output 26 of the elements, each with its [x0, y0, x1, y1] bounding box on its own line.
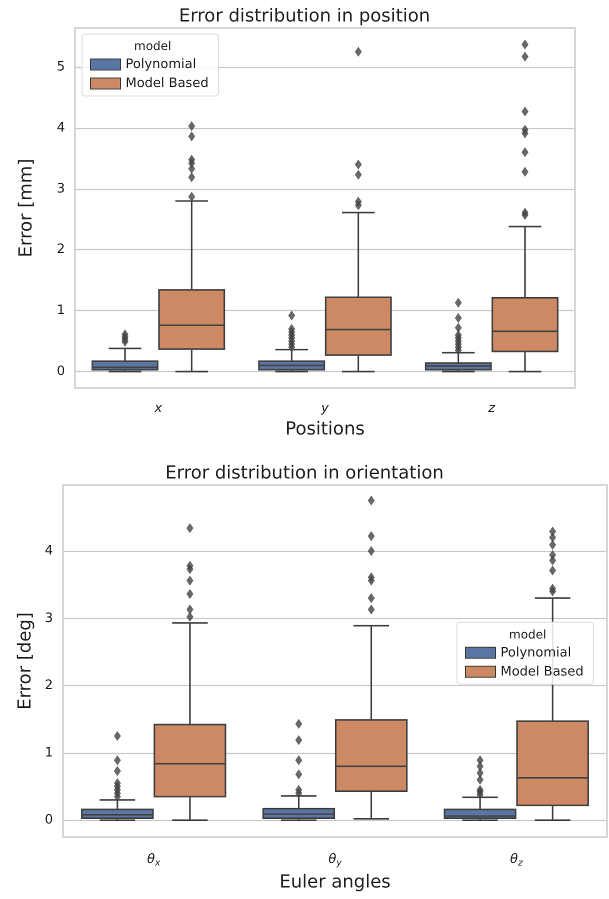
y-tick-label: 4	[44, 542, 53, 558]
x-tick-label: y	[320, 401, 330, 416]
y-axis-title: Error [deg]	[14, 612, 36, 710]
legend-label: Model Based	[126, 76, 209, 91]
y-tick-label: 2	[44, 678, 53, 693]
chart-title: Error distribution in position	[178, 6, 430, 26]
y-tick-label: 3	[44, 610, 53, 626]
y-tick-label: 0	[44, 812, 53, 828]
chart-title: Error distribution in orientation	[165, 462, 444, 483]
y-tick-label: 3	[56, 181, 65, 196]
x-tick-label: x	[153, 401, 162, 416]
x-tick-label: z	[487, 401, 496, 416]
x-axis-title: Positions	[285, 418, 365, 440]
y-tick-label: 1	[44, 744, 53, 760]
legend-label: Polynomial	[500, 644, 572, 660]
y-tick-label: 0	[56, 364, 65, 380]
x-axis-title: Euler angles	[279, 870, 391, 892]
y-tick-label: 1	[56, 303, 65, 318]
y-tick-label: 4	[56, 120, 65, 136]
legend-title: model	[134, 39, 172, 53]
y-tick-label: 2	[56, 242, 65, 258]
legend-title: model	[509, 626, 546, 641]
legend-label: Model Based	[500, 664, 584, 679]
legend-label: Polynomial	[126, 57, 196, 72]
y-axis-title: Error [mm]	[16, 158, 36, 258]
y-tick-label: 5	[56, 59, 65, 74]
